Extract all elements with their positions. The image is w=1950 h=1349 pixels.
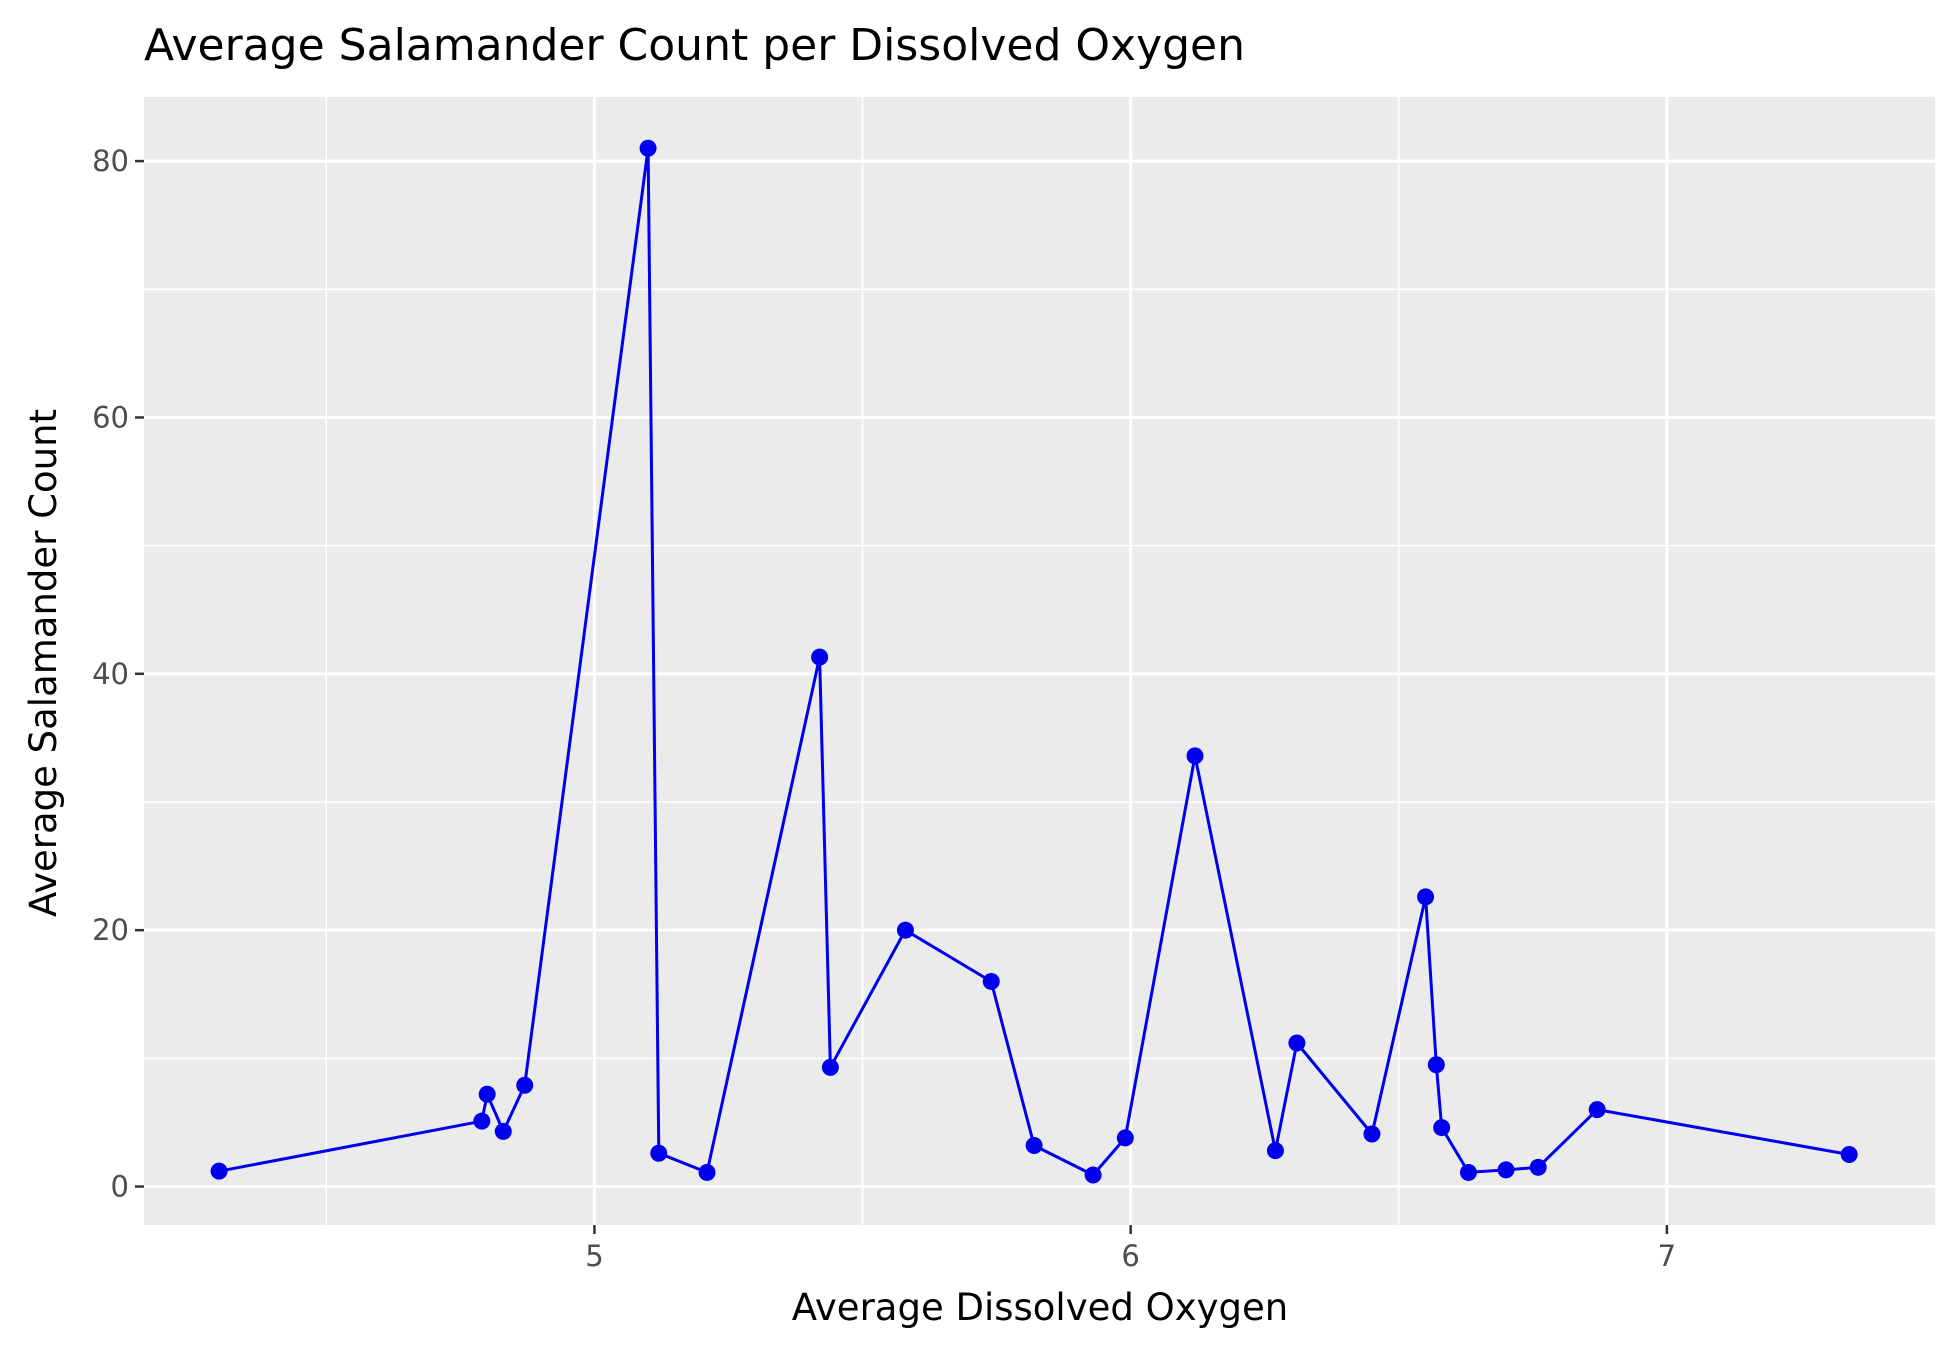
y-tick-label: 40 [92,657,129,691]
chart-title: Average Salamander Count per Dissolved O… [144,20,1245,71]
data-point [650,1144,668,1162]
data-point [210,1162,228,1180]
x-tick-label: 7 [1658,1239,1676,1273]
data-point [1459,1163,1477,1181]
data-point [1529,1158,1547,1176]
data-point [821,1058,839,1076]
y-axis-ticks: 0 20 40 60 80 [92,144,144,1204]
plot-panel [144,97,1935,1225]
data-point [698,1163,716,1181]
data-point [1186,747,1204,765]
y-tick-label: 60 [92,400,129,434]
data-point [1427,1056,1445,1074]
x-axis-title: Average Dissolved Oxygen [792,1286,1288,1329]
data-point [478,1085,496,1103]
data-point [811,648,829,666]
data-point [473,1112,491,1130]
x-tick-label: 5 [585,1239,603,1273]
x-tick-label: 6 [1121,1239,1139,1273]
data-point [1025,1137,1043,1155]
data-point [1116,1129,1134,1147]
data-point [1288,1034,1306,1052]
series-points [210,139,1858,1184]
y-tick-label: 20 [92,913,129,947]
data-point [1588,1101,1606,1119]
y-tick-label: 80 [92,144,129,178]
data-point [896,921,914,939]
data-point [516,1076,534,1094]
x-axis-ticks: 5 6 7 [585,1225,1676,1273]
data-point [1433,1119,1451,1137]
data-point [1266,1142,1284,1160]
data-point [1497,1161,1515,1179]
data-point [982,972,1000,990]
data-point [1840,1146,1858,1163]
data-point [1363,1125,1381,1143]
data-point [494,1122,512,1140]
data-point [1417,888,1435,906]
y-axis-title: Average Salamander Count [22,409,65,917]
y-tick-label: 0 [111,1170,129,1204]
data-point [1084,1166,1102,1184]
minor-gridlines [144,97,1935,1225]
data-point [639,139,657,157]
major-gridlines [144,97,1935,1225]
